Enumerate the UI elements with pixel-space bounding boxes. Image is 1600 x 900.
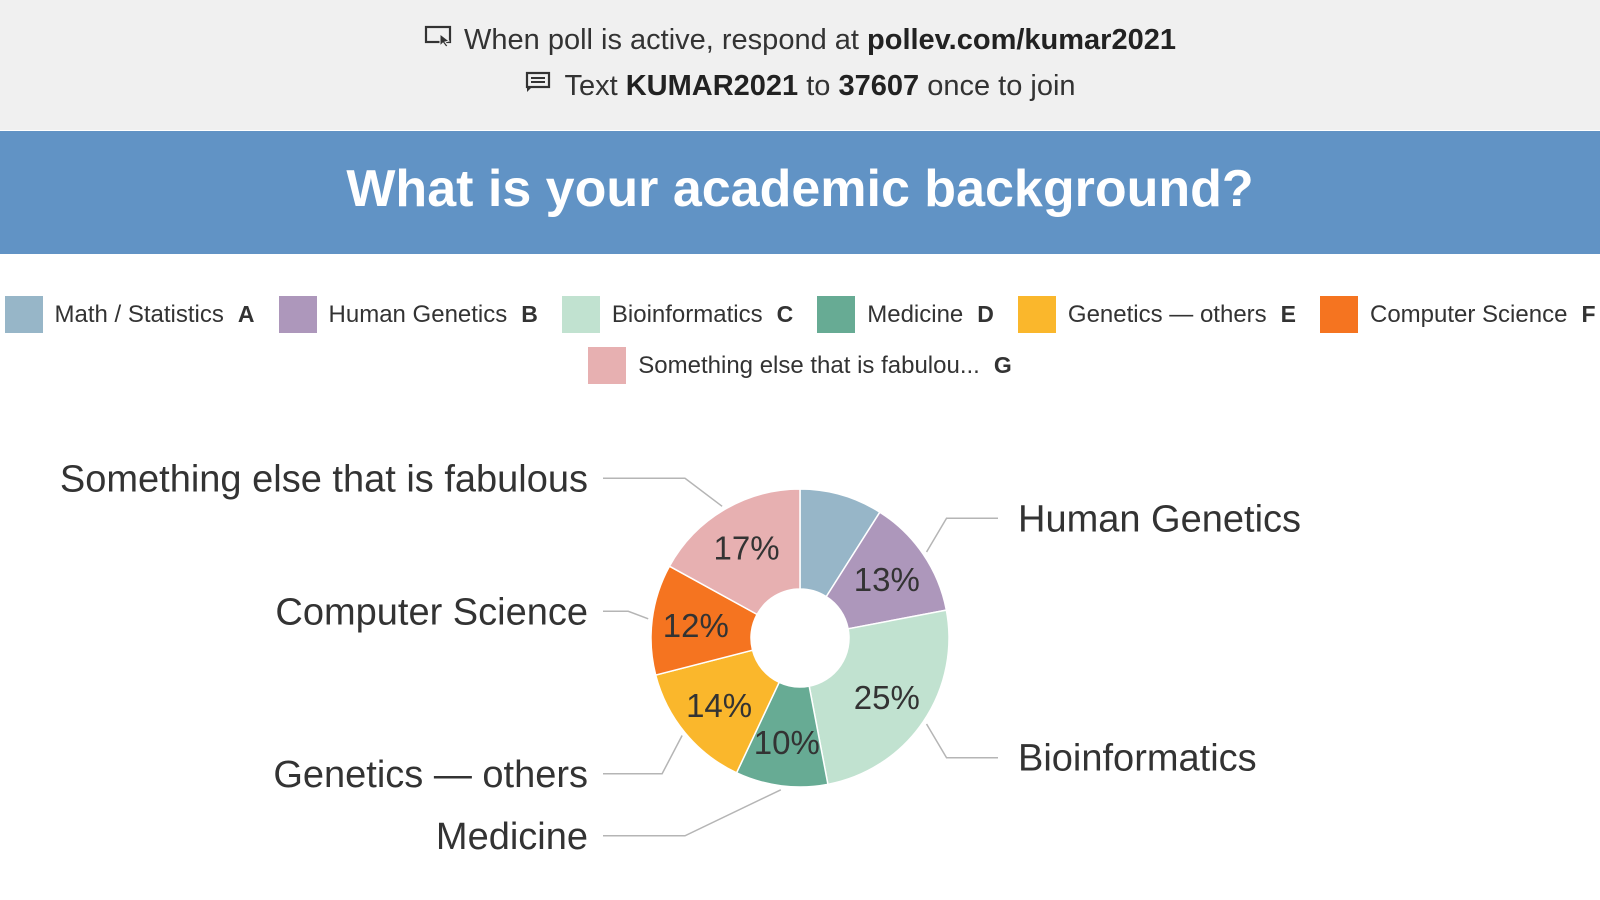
question-title: What is your academic background?: [346, 160, 1254, 218]
legend-swatch: [1320, 296, 1358, 333]
poll-instructions-bar: When poll is active, respond at pollev.c…: [0, 0, 1600, 130]
slice-label: Something else that is fabulous: [60, 458, 588, 500]
legend-letter: C: [776, 301, 794, 327]
screen-pointer-icon: [424, 23, 454, 56]
respond-instruction: When poll is active, respond at pollev.c…: [0, 24, 1600, 58]
legend-swatch: [278, 296, 317, 333]
data-label: 12%: [663, 607, 729, 644]
legend-item: Genetics — others E: [1017, 296, 1296, 333]
leader-line: [925, 517, 998, 553]
legend-item: Computer Science F: [1320, 296, 1596, 333]
slice-label: Computer Science: [275, 591, 588, 633]
leader-line: [603, 789, 782, 837]
slice-label: Human Genetics: [1018, 498, 1301, 540]
legend-label: Computer Science: [1370, 300, 1568, 328]
donut-slice: [808, 609, 950, 786]
legend-letter: F: [1581, 301, 1596, 327]
data-label: 10%: [754, 724, 820, 761]
legend-item: Human Genetics B: [278, 296, 538, 333]
legend-letter: G: [993, 352, 1012, 378]
leader-line: [603, 610, 649, 620]
legend-item: Something else that is fabulou... G: [588, 347, 1012, 384]
sms-message-icon: [524, 69, 554, 102]
donut-slice: [654, 649, 781, 774]
legend-item: Bioinformatics C: [561, 296, 794, 333]
legend-label: Something else that is fabulou...: [638, 351, 980, 379]
data-label: 17%: [714, 530, 780, 567]
leader-line: [603, 477, 723, 507]
legend-letter: A: [237, 301, 255, 327]
text-instruction: Text KUMAR2021 to 37607 once to join: [0, 70, 1600, 104]
sms-keyword: KUMAR2021: [625, 70, 799, 102]
slice-label: Medicine: [436, 816, 588, 858]
leader-line: [603, 735, 683, 775]
legend-item: Medicine D: [817, 296, 994, 333]
legend-item: Math / Statistics A: [4, 296, 255, 333]
donut-slice: [825, 511, 948, 630]
legend-letter: D: [977, 301, 994, 327]
donut-slice: [650, 565, 759, 676]
legend-label: Bioinformatics: [611, 300, 763, 328]
legend-letter: E: [1280, 301, 1296, 327]
legend-label: Medicine: [867, 300, 964, 328]
leader-line: [925, 723, 998, 759]
legend-swatch: [817, 296, 856, 333]
legend-label: Genetics — others: [1067, 300, 1267, 328]
donut-slice: [668, 488, 801, 616]
legend-label: Math / Statistics: [54, 300, 224, 328]
data-label: 13%: [854, 561, 920, 598]
legend-swatch: [4, 296, 43, 333]
text-prefix: Text: [564, 70, 618, 102]
text-suffix: once to join: [927, 70, 1076, 102]
text-mid: to: [806, 70, 831, 102]
slice-label: Bioinformatics: [1018, 738, 1257, 780]
data-label: 14%: [686, 687, 752, 724]
legend-swatch: [588, 347, 627, 384]
legend-swatch: [1017, 296, 1056, 333]
question-title-bar: What is your academic background?: [0, 131, 1600, 254]
legend-row: Math / Statistics A Human Genetics B Bioinfo…: [0, 296, 1600, 333]
legend-row: Something else that is fabulou... G: [0, 347, 1600, 384]
legend-swatch: [561, 296, 600, 333]
data-label: 25%: [854, 679, 920, 716]
legend-letter: B: [521, 301, 538, 327]
respond-text: When poll is active, respond at: [464, 24, 859, 56]
legend-label: Human Genetics: [328, 300, 508, 328]
slice-label: Genetics — others: [273, 754, 588, 796]
poll-url[interactable]: pollev.com/kumar2021: [867, 24, 1176, 56]
sms-number: 37607: [838, 70, 920, 102]
